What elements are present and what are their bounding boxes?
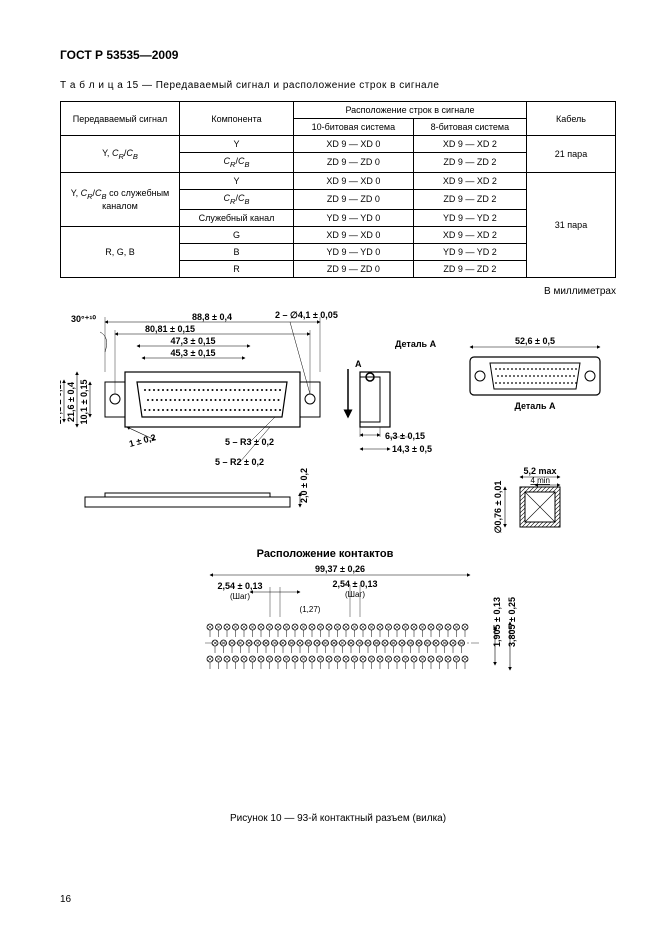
svg-text:88,8 ± 0,4: 88,8 ± 0,4 [192, 312, 232, 322]
svg-text:Расположение контактов: Расположение контактов [257, 548, 394, 560]
svg-text:2,54 ± 0,13: 2,54 ± 0,13 [333, 579, 378, 589]
svg-text:5 – R2 ± 0,2: 5 – R2 ± 0,2 [215, 457, 264, 467]
table-header-row: Передаваемый сигнал Компонента Расположе… [61, 102, 616, 119]
svg-text:6,3 ± 0,15: 6,3 ± 0,15 [385, 431, 425, 441]
svg-text:5,2 max: 5,2 max [523, 466, 556, 476]
svg-text:3,805 ± 0,25: 3,805 ± 0,25 [507, 597, 517, 647]
svg-text:Деталь А: Деталь А [514, 401, 556, 411]
figure-caption: Рисунок 10 — 93-й контактный разъем (вил… [60, 813, 616, 824]
th-component: Компонента [180, 102, 294, 136]
svg-text:Деталь А: Деталь А [395, 339, 437, 349]
svg-text:∅0,76 ± 0,01: ∅0,76 ± 0,01 [493, 480, 503, 533]
svg-text:47,3 ± 0,15: 47,3 ± 0,15 [171, 336, 216, 346]
svg-text:14,3 ± 0,5: 14,3 ± 0,5 [392, 444, 432, 454]
svg-text:99,37 ± 0,26: 99,37 ± 0,26 [315, 564, 365, 574]
th-sys8: 8-битовая система [413, 119, 526, 136]
page-number: 16 [60, 894, 71, 905]
svg-text:1 ± 0,2: 1 ± 0,2 [128, 432, 157, 449]
svg-text:(Шаг): (Шаг) [230, 592, 250, 601]
svg-text:10,1 ± 0,15: 10,1 ± 0,15 [79, 379, 89, 424]
table-caption: Т а б л и ц а 15 — Передаваемый сигнал и… [60, 80, 616, 91]
page: ГОСТ Р 53535—2009 Т а б л и ц а 15 — Пер… [0, 0, 661, 935]
svg-text:52,6 ± 0,5: 52,6 ± 0,5 [515, 336, 555, 346]
svg-text:1,905 ± 0,13: 1,905 ± 0,13 [492, 597, 502, 647]
table-row: Y, CR/CB со служебным каналомYXD 9 — XD … [61, 172, 616, 189]
units-note: В миллиметрах [60, 286, 616, 297]
technical-diagram: 88,8 ± 0,4 80,81 ± 0,15 47,3 ± 0,15 45,3… [60, 307, 616, 807]
svg-text:(1,27): (1,27) [300, 605, 321, 614]
svg-text:2,54 ± 0,13: 2,54 ± 0,13 [218, 581, 263, 591]
th-sys10: 10-битовая система [294, 119, 414, 136]
svg-text:2,0 ± 0,2: 2,0 ± 0,2 [299, 468, 309, 503]
svg-text:80,81 ± 0,15: 80,81 ± 0,15 [145, 324, 195, 334]
th-signal: Передаваемый сигнал [61, 102, 180, 136]
document-id: ГОСТ Р 53535—2009 [60, 48, 616, 62]
th-cable: Кабель [527, 102, 616, 136]
svg-text:21,6 ± 0,4: 21,6 ± 0,4 [66, 382, 76, 422]
svg-text:2 – ∅4,1 ± 0,05: 2 – ∅4,1 ± 0,05 [275, 310, 338, 320]
svg-text:(Шаг): (Шаг) [345, 590, 365, 599]
svg-text:17,1 ± 0,15: 17,1 ± 0,15 [60, 379, 63, 424]
th-lines-group: Расположение строк в сигнале [294, 102, 527, 119]
svg-text:45,3 ± 0,15: 45,3 ± 0,15 [171, 348, 216, 358]
svg-text:4 min: 4 min [530, 476, 550, 485]
svg-text:A: A [355, 359, 362, 369]
table-row: Y, CR/CBYXD 9 — XD 0XD 9 — XD 221 пара [61, 136, 616, 153]
svg-text:30°⁺¹⁰: 30°⁺¹⁰ [71, 314, 96, 324]
signal-table: Передаваемый сигнал Компонента Расположе… [60, 101, 616, 278]
svg-text:5 – R3 ± 0,2: 5 – R3 ± 0,2 [225, 437, 274, 447]
